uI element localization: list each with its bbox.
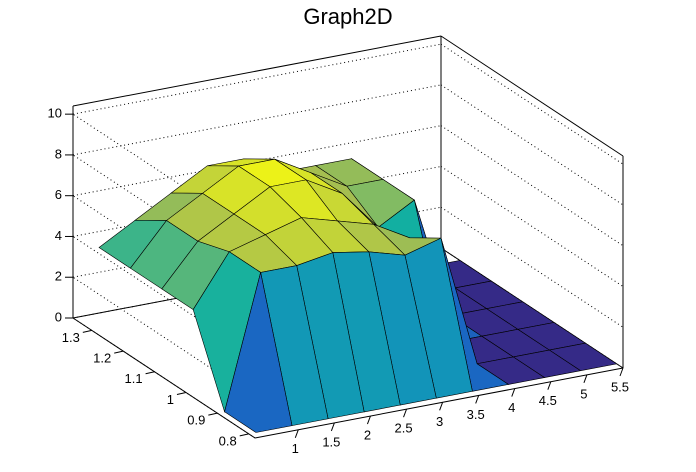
z-tick-label: 0 bbox=[55, 309, 62, 324]
x-tick-label: 2 bbox=[364, 427, 371, 442]
grid-line bbox=[440, 125, 624, 247]
y-tick bbox=[239, 433, 249, 437]
grid-line bbox=[72, 84, 442, 156]
x-tick bbox=[475, 395, 480, 404]
box-edge bbox=[440, 35, 624, 157]
x-tick-label: 5.5 bbox=[611, 379, 629, 394]
x-tick-label: 1 bbox=[292, 441, 299, 456]
x-tick-label: 5 bbox=[580, 386, 587, 401]
x-tick bbox=[583, 374, 588, 384]
x-tick bbox=[330, 422, 335, 432]
y-tick bbox=[145, 371, 155, 375]
y-tick bbox=[176, 391, 187, 395]
x-tick bbox=[511, 388, 516, 397]
y-tick-label: 1.3 bbox=[62, 330, 80, 345]
chart-title: Graph2D bbox=[303, 4, 392, 29]
x-tick bbox=[366, 415, 371, 425]
z-tick-label: 4 bbox=[55, 228, 62, 243]
y-tick bbox=[114, 350, 124, 354]
x-tick bbox=[547, 381, 552, 390]
x-tick-label: 4.5 bbox=[539, 393, 557, 408]
grid-line bbox=[72, 43, 442, 115]
x-tick bbox=[439, 402, 444, 411]
grid-line bbox=[72, 317, 256, 439]
grid-line bbox=[440, 43, 624, 165]
grid-line bbox=[440, 206, 624, 328]
y-tick bbox=[82, 329, 92, 333]
x-tick-label: 3.5 bbox=[467, 407, 485, 422]
grid-line bbox=[440, 166, 624, 287]
x-tick-label: 4 bbox=[508, 400, 515, 415]
x-tick bbox=[619, 367, 624, 377]
x-tick bbox=[294, 429, 299, 438]
y-tick-label: 1.2 bbox=[93, 351, 111, 366]
grid-line bbox=[72, 125, 442, 197]
grid-line bbox=[440, 84, 624, 206]
x-tick bbox=[403, 409, 407, 418]
y-tick-label: 0.8 bbox=[219, 433, 237, 448]
y-tick-label: 1.1 bbox=[125, 371, 143, 386]
y-tick bbox=[208, 412, 218, 416]
x-tick-label: 3 bbox=[436, 414, 443, 429]
y-tick-label: 0.9 bbox=[187, 413, 205, 428]
x-tick-label: 2.5 bbox=[394, 421, 412, 436]
y-tick-label: 1 bbox=[167, 392, 174, 407]
z-tick-label: 8 bbox=[55, 146, 62, 161]
box-edge bbox=[254, 367, 624, 439]
box-edge bbox=[72, 35, 442, 107]
z-tick-label: 6 bbox=[55, 187, 62, 202]
x-tick-label: 1.5 bbox=[322, 434, 340, 449]
surface-cell bbox=[224, 272, 293, 433]
z-tick-label: 2 bbox=[55, 269, 62, 284]
z-tick-label: 10 bbox=[48, 106, 62, 121]
